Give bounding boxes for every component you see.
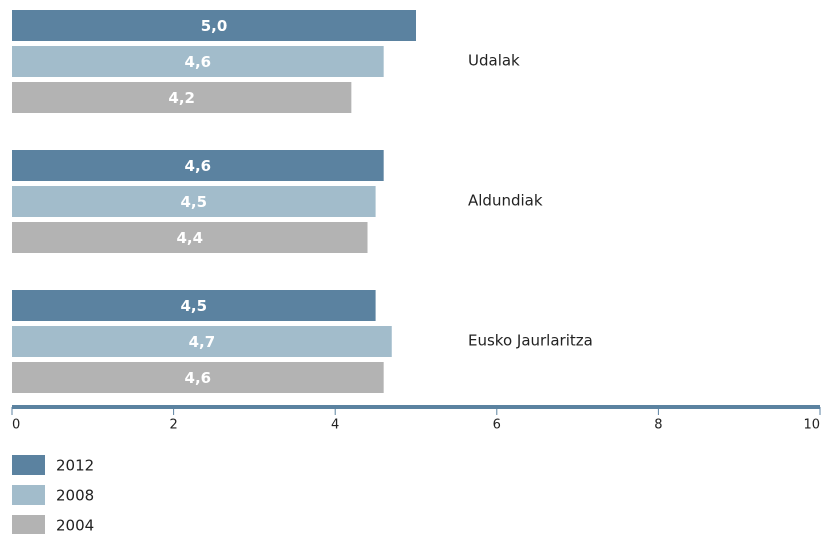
x-tick-label: 0 <box>12 418 20 433</box>
x-tick-label: 10 <box>803 418 820 433</box>
bar <box>12 326 392 357</box>
legend-swatch <box>12 515 45 534</box>
value-label: 4,6 <box>185 53 212 71</box>
x-tick-label: 2 <box>169 418 177 433</box>
bar <box>12 82 352 113</box>
bar <box>12 186 376 217</box>
bar <box>12 222 368 253</box>
x-tick-label: 4 <box>331 418 339 433</box>
value-label: 4,5 <box>181 297 208 315</box>
category-label: Aldundiak <box>468 192 543 210</box>
legend-label: 2012 <box>56 457 94 475</box>
bar <box>12 46 384 77</box>
bar <box>12 362 384 393</box>
value-label: 4,5 <box>181 193 208 211</box>
value-label: 4,6 <box>185 369 212 387</box>
x-tick-label: 8 <box>654 418 662 433</box>
category-label: Udalak <box>468 52 520 70</box>
bar <box>12 10 416 41</box>
legend-label: 2004 <box>56 517 94 534</box>
legend-label: 2008 <box>56 487 94 505</box>
bar <box>12 150 384 181</box>
value-label: 5,0 <box>201 17 228 35</box>
value-label: 4,6 <box>185 157 212 175</box>
legend-swatch <box>12 455 45 475</box>
value-label: 4,2 <box>168 89 195 107</box>
value-label: 4,7 <box>189 333 216 351</box>
category-label: Eusko Jaurlaritza <box>468 332 593 350</box>
x-tick-label: 6 <box>493 418 501 433</box>
bar <box>12 290 376 321</box>
legend-swatch <box>12 485 45 505</box>
value-label: 4,4 <box>176 229 203 247</box>
